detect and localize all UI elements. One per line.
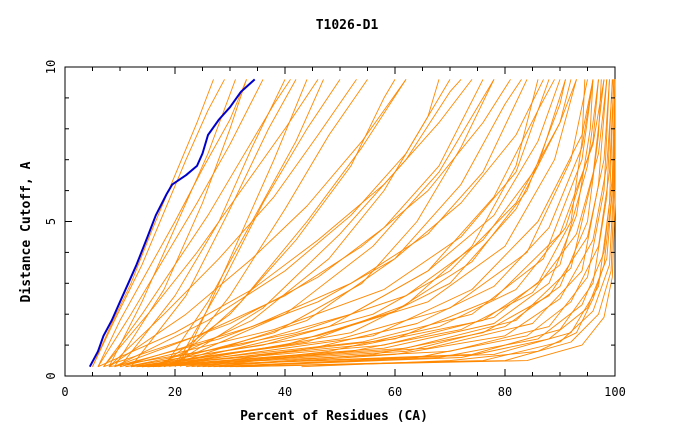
series-line-38 (196, 79, 608, 368)
series-line-37 (191, 79, 599, 368)
series-line-15 (130, 79, 588, 368)
series-line-17 (136, 79, 599, 368)
series-line-10 (114, 79, 484, 368)
series-line-60 (114, 79, 247, 367)
series-line-33 (180, 79, 308, 367)
series-line-19 (141, 79, 608, 368)
series-line-52 (125, 79, 572, 368)
series-line-14 (125, 79, 577, 368)
series-line-30 (169, 79, 407, 368)
series-line-57 (158, 79, 396, 368)
series-line-27 (163, 79, 522, 368)
series-line-25 (158, 79, 577, 368)
series-line-11 (119, 79, 528, 368)
series-line-49 (103, 79, 511, 368)
series-line-47 (301, 79, 616, 368)
x-axis-label: Percent of Residues (CA) (240, 409, 428, 424)
series-line-8 (108, 79, 407, 368)
series-line-54 (141, 79, 539, 368)
series-line-56 (152, 79, 440, 368)
series-line-45 (235, 79, 616, 368)
series-line-50 (114, 79, 544, 368)
y-tick-label: 0 (44, 372, 58, 379)
series-line-58 (163, 79, 324, 367)
series-line-12 (119, 79, 550, 368)
series-line-41 (213, 79, 615, 368)
series-line-43 (224, 79, 616, 368)
series-line-21 (147, 79, 613, 368)
series-line-3 (97, 79, 247, 367)
series-line-22 (147, 79, 615, 368)
series-line-6 (103, 79, 319, 367)
series-line-18 (136, 79, 605, 368)
series-line-39 (202, 79, 610, 368)
series-line-55 (147, 79, 495, 368)
series-line-34 (119, 79, 286, 367)
series-line-16 (130, 79, 594, 368)
series-line-23 (152, 79, 605, 368)
x-tick-label: 60 (388, 385, 402, 399)
series-line-7 (108, 79, 357, 368)
x-tick-label: 80 (498, 385, 512, 399)
series-line-61 (136, 79, 586, 368)
series-line-5 (103, 79, 291, 367)
series-line-53 (130, 79, 566, 368)
series-layer (92, 79, 616, 368)
series-line-63 (147, 79, 602, 368)
chart-title: T1026-D1 (316, 18, 379, 33)
series-line-46 (240, 79, 616, 368)
series-line-1 (92, 79, 214, 367)
y-axis-label: Distance Cutoff, A (19, 161, 34, 302)
series-line-62 (141, 79, 594, 368)
axis-layer: 0 20 40 60 80 100 0 5 10 (44, 60, 626, 399)
x-tick-label: 40 (278, 385, 292, 399)
x-tick-label: 20 (168, 385, 182, 399)
series-line-4 (97, 79, 264, 367)
series-line-29 (169, 79, 462, 368)
series-line-26 (158, 79, 555, 368)
highlight-layer (88, 78, 256, 368)
series-line-59 (130, 79, 297, 367)
x-tick-label: 0 (61, 385, 68, 399)
series-line-2 (92, 79, 225, 367)
series-line-48 (97, 79, 473, 368)
x-tick-label: 100 (604, 385, 626, 399)
highlighted-series-line (88, 78, 256, 368)
series-line-35 (108, 79, 236, 367)
series-line-31 (174, 79, 368, 367)
series-line-36 (185, 79, 594, 368)
series-line-32 (174, 79, 341, 367)
series-line-40 (207, 79, 614, 368)
series-line-24 (152, 79, 594, 368)
y-tick-label: 5 (44, 218, 58, 225)
y-tick-label: 10 (44, 60, 58, 74)
series-line-51 (108, 79, 561, 368)
series-line-13 (125, 79, 566, 368)
